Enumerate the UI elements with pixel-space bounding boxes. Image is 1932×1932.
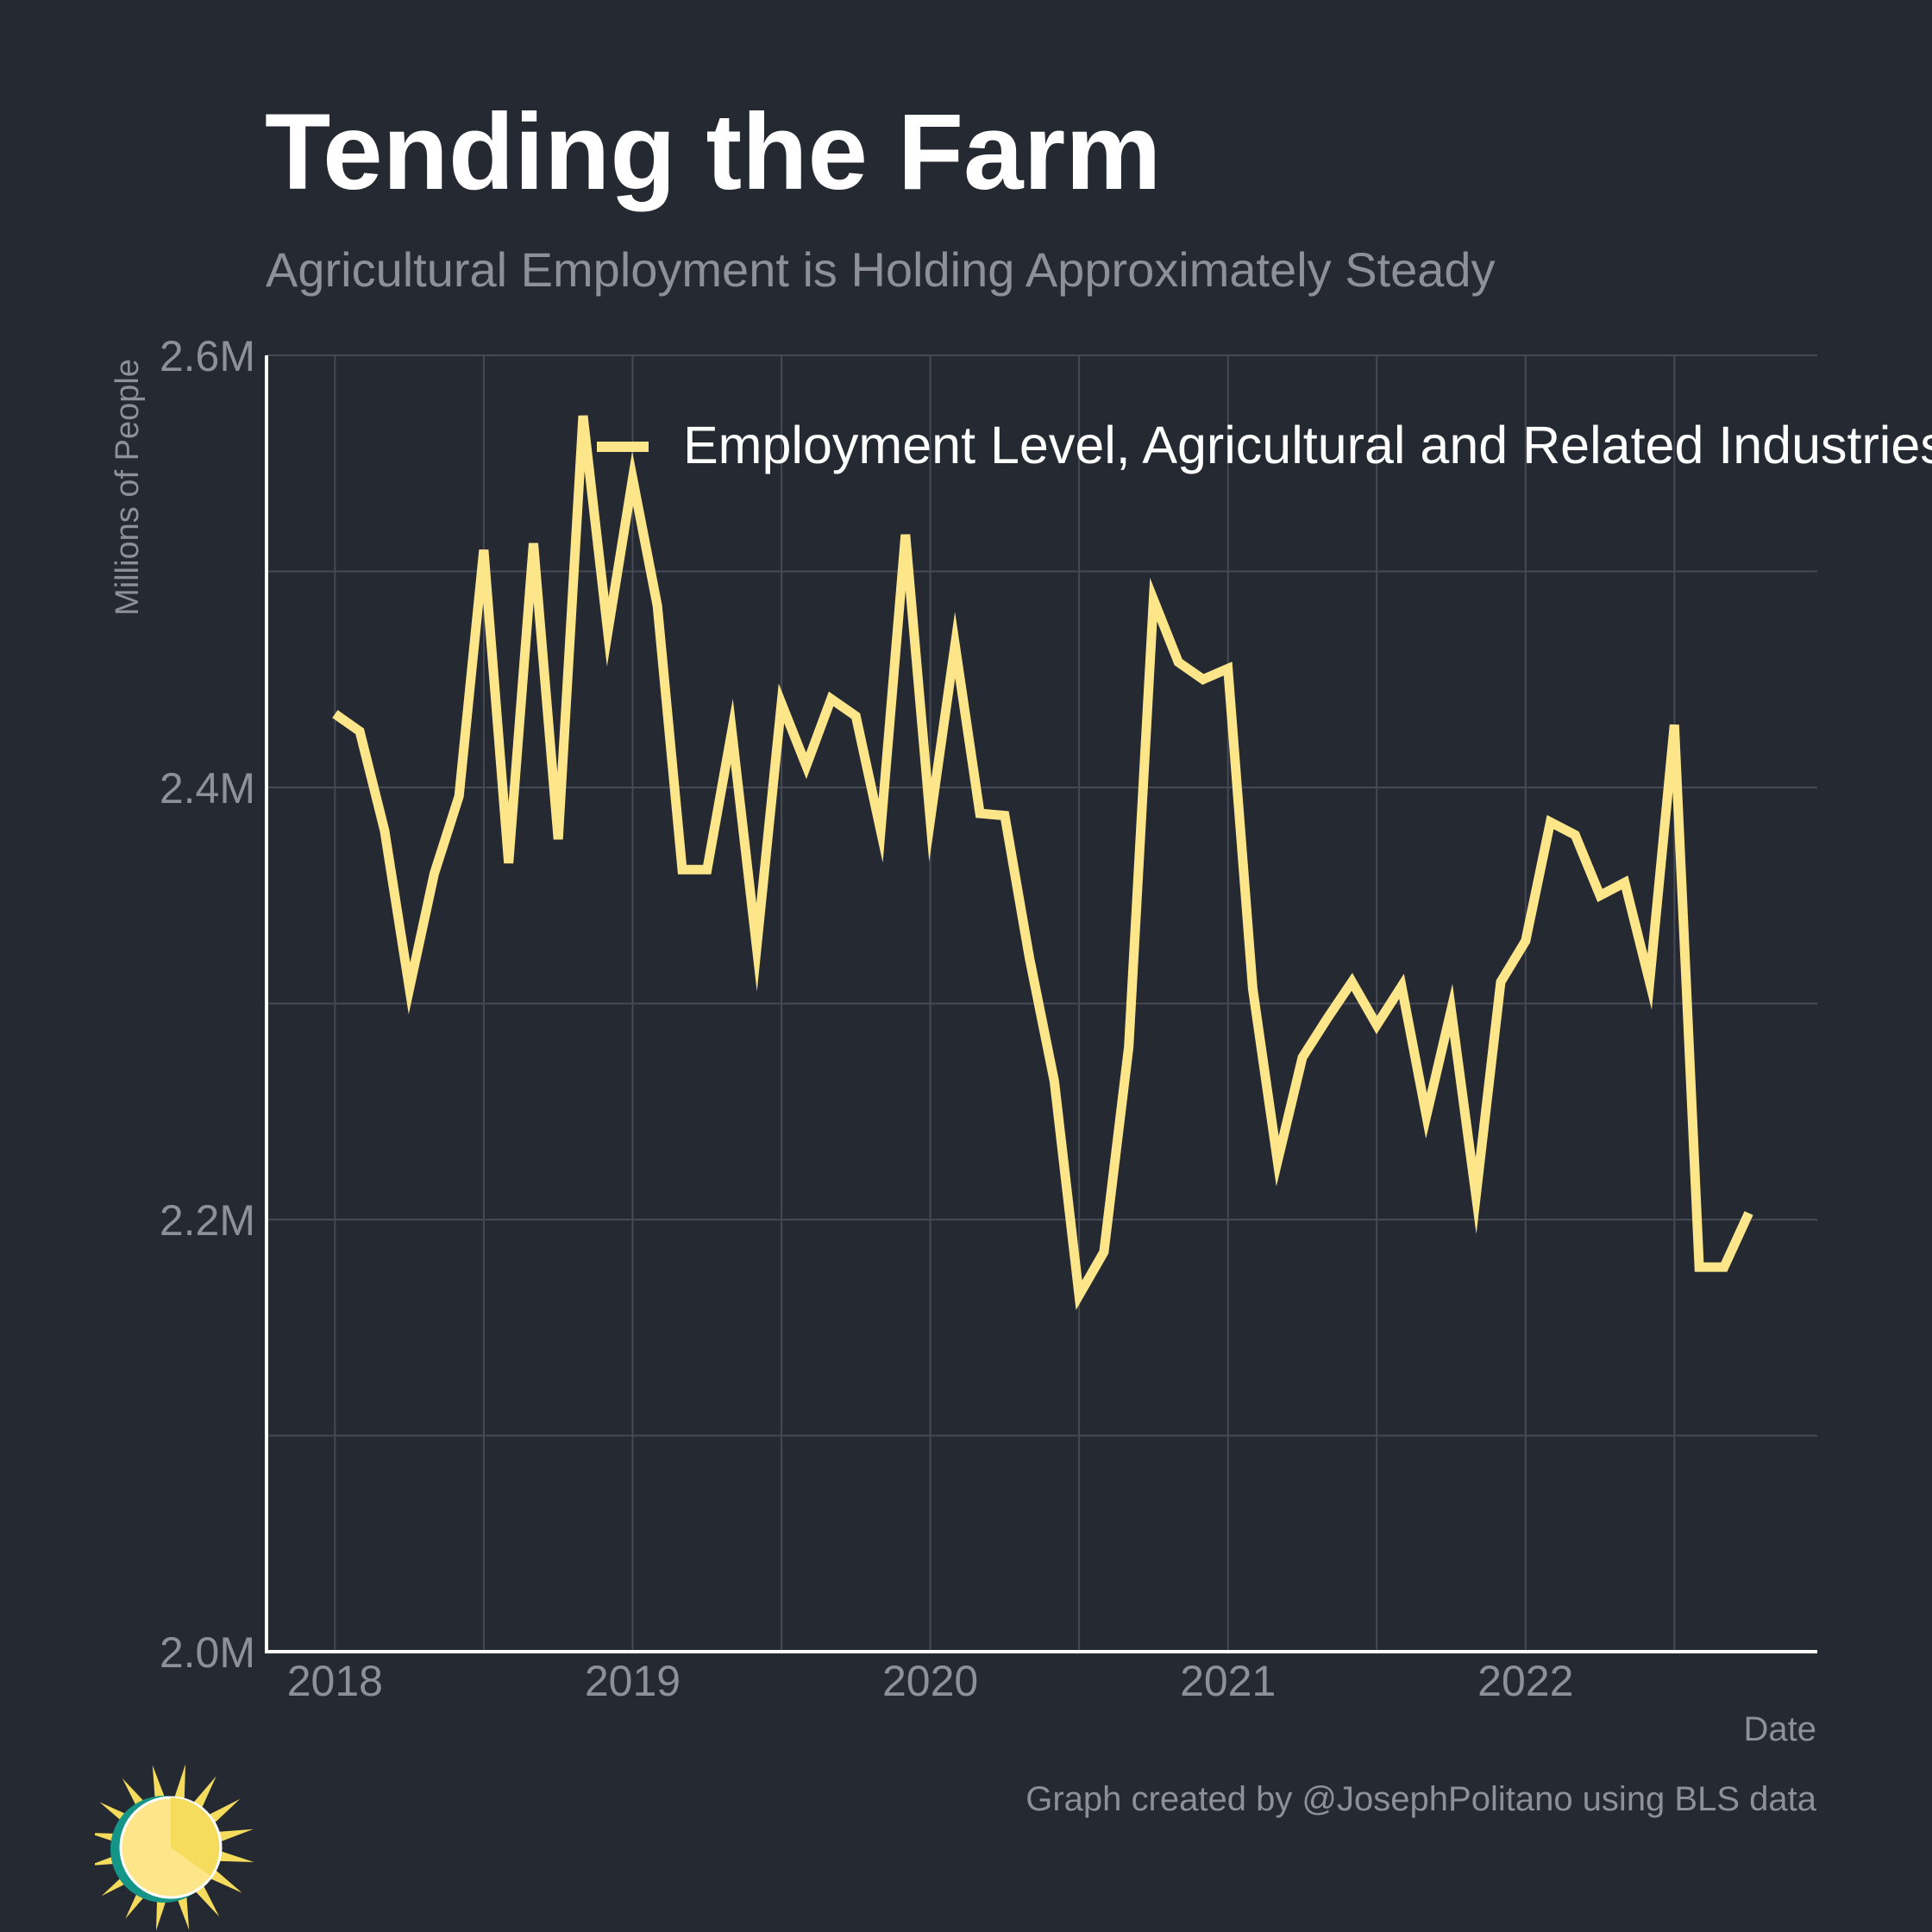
chart-title: Tending the Farm [265,92,1162,212]
series-line [332,415,1753,1310]
x-tick-label: 2019 [585,1657,681,1705]
x-tick-label: 2021 [1180,1657,1276,1705]
axes [265,355,1817,1653]
series-group [332,415,1753,1310]
credit-text: Graph created by @JosephPolitano using B… [1026,1780,1816,1818]
sun-ray [152,1765,167,1806]
sun-ray [212,1828,254,1844]
x-tick-label: 2020 [882,1657,978,1705]
x-axis-label: Date [1744,1710,1817,1748]
y-tick-label: 2.0M [160,1628,255,1677]
y-tick-label: 2.4M [160,764,255,812]
legend: Employment Level, Agricultural and Relat… [597,416,1932,474]
sun-ray [172,1764,186,1805]
tick-labels: 2.0M 2.2M 2.4M 2.6M 2018 2019 2020 2021 2022 [160,332,1574,1705]
sun-ray [213,1849,254,1863]
y-tick-label: 2.6M [160,332,255,380]
y-axis-label: Millions of People [110,359,146,616]
y-tick-label: 2.2M [160,1196,255,1245]
x-tick-label: 2018 [287,1657,383,1705]
sun-logo [95,1764,254,1931]
legend-label: Employment Level, Agricultural and Relat… [683,416,1932,474]
grid-lines [267,354,1817,1652]
x-tick-label: 2022 [1477,1657,1573,1705]
logo-sun-shade [171,1797,220,1876]
chart-subtitle: Agricultural Employment is Holding Appro… [266,242,1496,297]
